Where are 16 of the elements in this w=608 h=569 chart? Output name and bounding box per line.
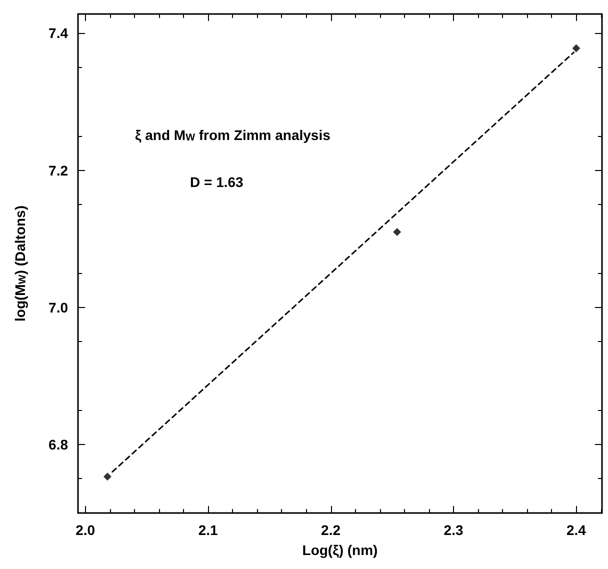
x-tick-label: 2.3 <box>444 522 464 538</box>
y-axis-title: log(MW) (Daltons) <box>12 206 28 322</box>
x-tick-label: 2.2 <box>321 522 341 538</box>
x-tick-label: 2.0 <box>76 522 96 538</box>
point <box>103 472 112 481</box>
y-tick-label: 6.8 <box>48 436 68 452</box>
y-tick-label: 7.0 <box>48 299 68 316</box>
y-tick-label: 7.2 <box>48 162 68 178</box>
x-axis-title: Log(ξ) (nm) <box>302 542 378 558</box>
point <box>572 44 580 52</box>
annotation: ξ and MW from Zimm analysis <box>135 127 331 144</box>
x-tick-label: 2.1 <box>198 522 218 538</box>
x-tick-label: 2.4 <box>566 522 586 538</box>
y-tick-label: 7.4 <box>48 25 68 42</box>
point <box>393 228 402 236</box>
annotation: D = 1.63 <box>190 174 244 190</box>
